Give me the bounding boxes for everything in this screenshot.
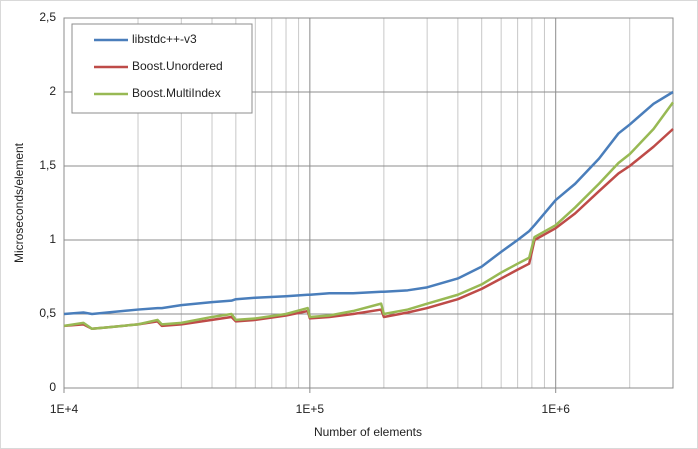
x-tick-label: 1E+4: [50, 402, 79, 416]
y-tick-label: 1: [49, 232, 56, 246]
legend: libstdc++-v3 Boost.Unordered Boost.MultiIn…: [71, 23, 253, 114]
plot-frame: [63, 17, 674, 389]
y-tick-label: 2: [49, 84, 56, 98]
series-line: [63, 90, 674, 316]
y-tick-label: 2,5: [39, 10, 56, 24]
legend-label: libstdc++-v3: [132, 32, 197, 46]
y-tick-label: 0,5: [39, 306, 56, 320]
x-tick-label: 1E+5: [296, 402, 325, 416]
y-tick-label: 0: [49, 380, 56, 394]
series-line: [63, 101, 675, 331]
y-axis-label: Microseconds/element: [12, 142, 26, 263]
legend-label: Boost.Unordered: [132, 59, 223, 73]
x-tick-label: 1E+6: [542, 402, 571, 416]
x-axis-label: Number of elements: [314, 425, 422, 439]
y-tick-label: 1,5: [39, 158, 56, 172]
legend-label: Boost.MultiIndex: [132, 86, 221, 100]
